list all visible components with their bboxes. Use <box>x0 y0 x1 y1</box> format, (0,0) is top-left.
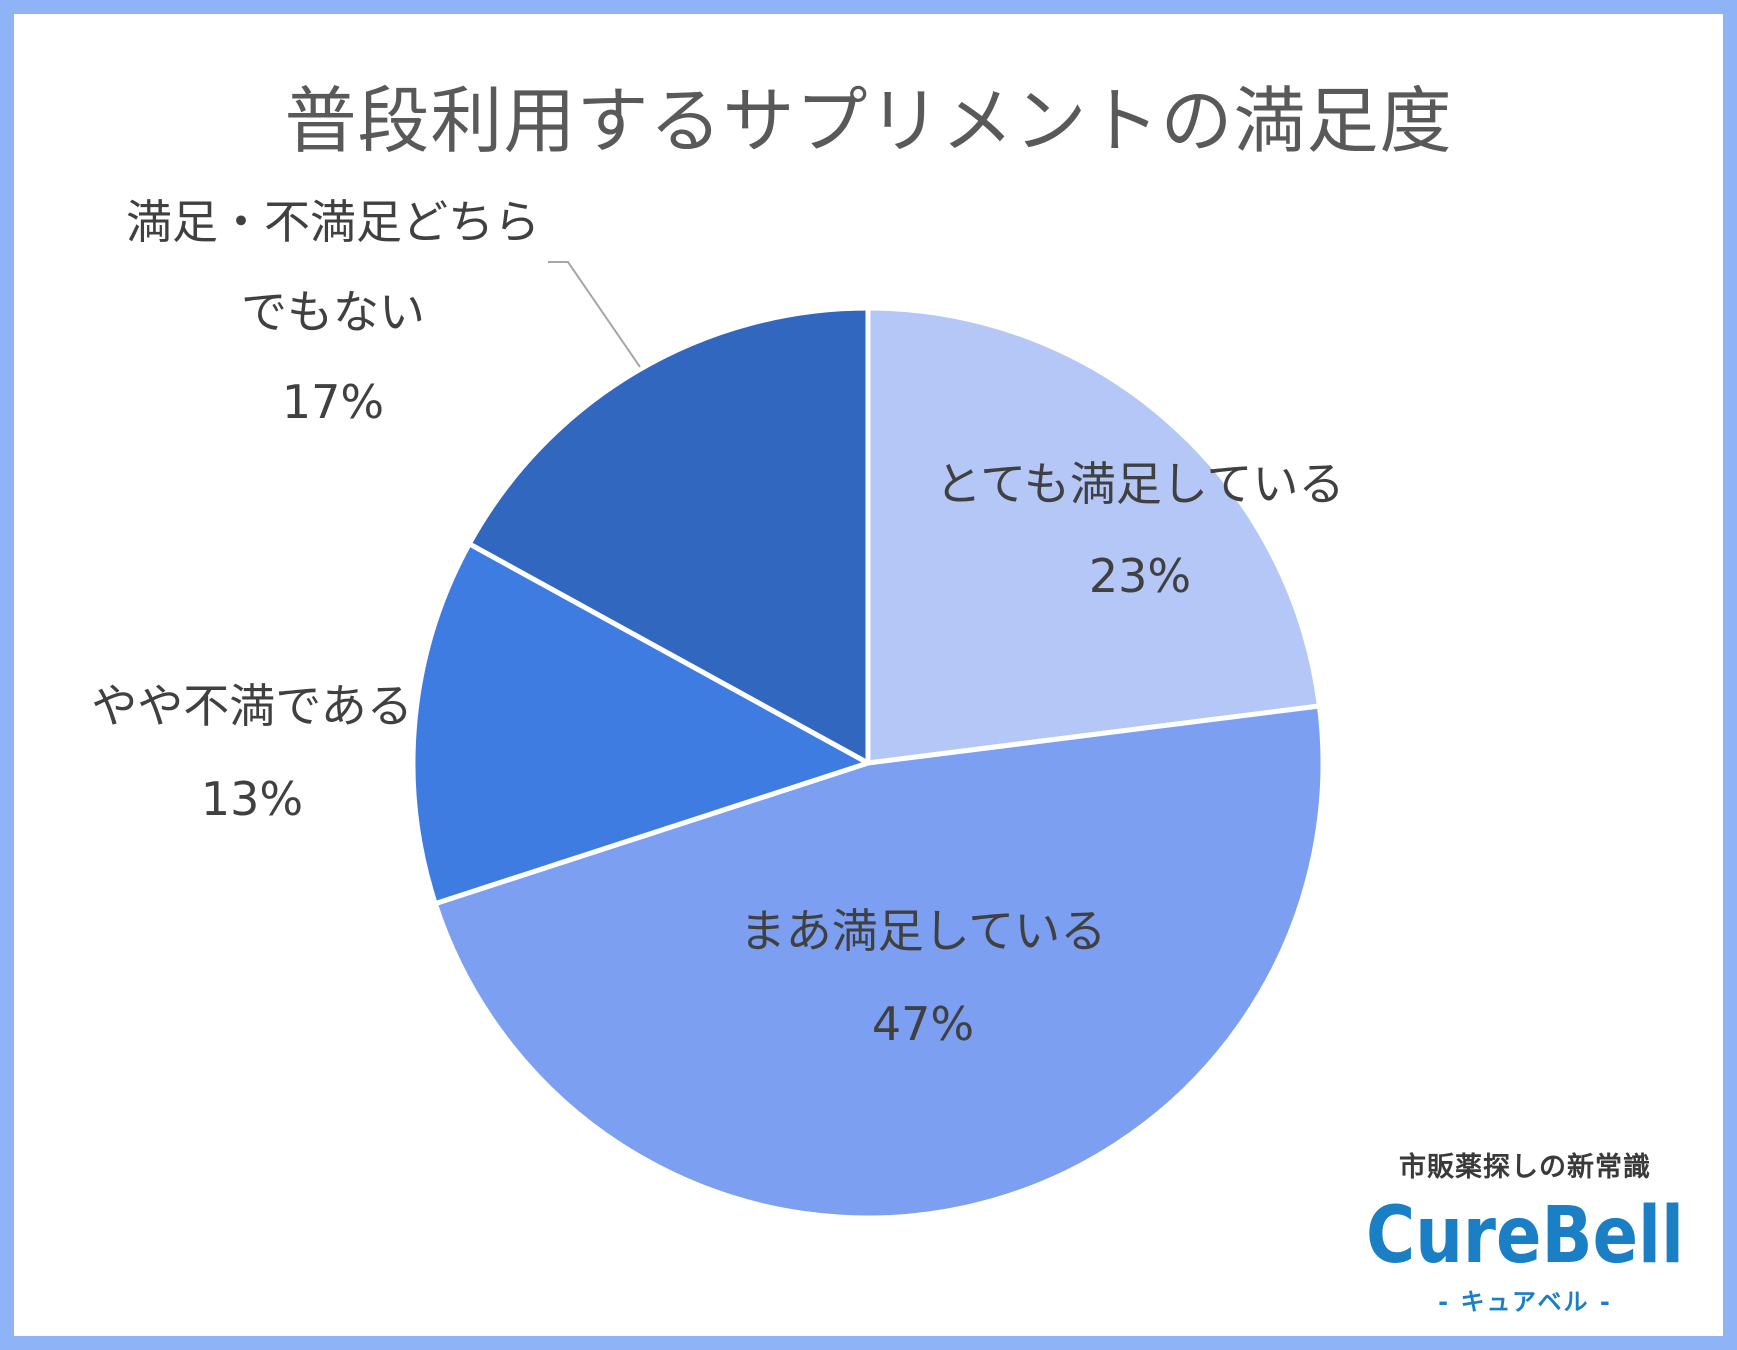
slice-label: まあ満足している <box>740 904 1107 958</box>
brand-subtext: - キュアベル - <box>1438 1288 1612 1316</box>
slice-label: でもない <box>241 285 425 339</box>
brand-block: 市販薬探しの新常識 CureBell - キュアベル - <box>1355 1145 1695 1317</box>
brand-tagline: 市販薬探しの新常識 <box>1399 1152 1651 1183</box>
slice-label: 満足・不満足どちら <box>126 195 540 249</box>
slice-percent-label: 47% <box>872 997 974 1051</box>
slice-percent-label: 13% <box>201 772 303 826</box>
pie-slice <box>466 305 871 766</box>
slice-percent-label: 23% <box>1089 549 1191 603</box>
pie-slice <box>865 305 1322 766</box>
slice-percent-label: 17% <box>282 375 384 429</box>
pie-slice <box>410 541 871 907</box>
curebell-logo: CureBell <box>1366 1191 1684 1280</box>
leader-line <box>548 261 641 368</box>
slice-label: やや不満である <box>91 679 413 733</box>
brand-logo-text: CureBell <box>1366 1191 1684 1280</box>
slice-label: とても満足している <box>936 457 1345 511</box>
chart-title: 普段利用するサプリメントの満足度 <box>284 79 1453 163</box>
